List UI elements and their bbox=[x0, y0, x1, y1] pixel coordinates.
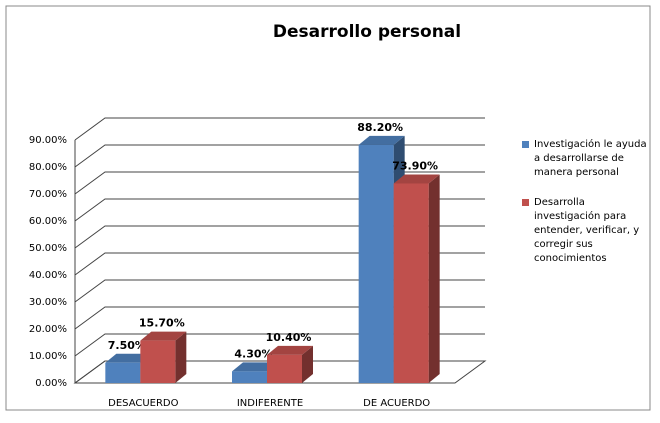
y-tick-label: 0.00% bbox=[35, 378, 67, 389]
bar bbox=[393, 174, 440, 383]
value-label: 10.40% bbox=[266, 331, 312, 344]
chart-title: Desarrollo personal bbox=[273, 22, 461, 42]
value-label: 15.70% bbox=[139, 317, 185, 330]
bar-front bbox=[393, 183, 429, 383]
bar-front bbox=[140, 340, 176, 383]
y-tick-label: 40.00% bbox=[29, 270, 67, 281]
value-label: 4.30% bbox=[234, 347, 272, 360]
legend-label: Investigación le ayuda a desarrollarse d… bbox=[534, 139, 647, 178]
y-tick-label: 30.00% bbox=[29, 297, 67, 308]
y-tick-label: 70.00% bbox=[29, 189, 67, 200]
bar-top bbox=[232, 362, 278, 372]
bar-front bbox=[358, 144, 394, 383]
grid-line bbox=[74, 117, 485, 141]
bar-top bbox=[358, 135, 405, 145]
bar-top bbox=[105, 353, 152, 363]
grid-line bbox=[74, 225, 485, 249]
bar bbox=[140, 331, 187, 383]
grid-line bbox=[74, 252, 485, 276]
bar-side bbox=[175, 331, 187, 383]
y-tick-label: 60.00% bbox=[29, 216, 67, 227]
bar bbox=[267, 345, 313, 383]
bar-front bbox=[267, 354, 302, 383]
bar-front bbox=[232, 371, 267, 383]
bar-side bbox=[428, 174, 440, 383]
bar-top bbox=[140, 331, 187, 341]
y-tick-label: 20.00% bbox=[29, 324, 67, 335]
grid-line bbox=[74, 360, 485, 384]
bar-top bbox=[267, 345, 313, 355]
bar-side bbox=[302, 345, 313, 383]
legend-label: Desarrolla investigación para entender, … bbox=[534, 197, 640, 264]
y-tick-label: 80.00% bbox=[29, 162, 67, 173]
value-label: 73.90% bbox=[392, 159, 438, 172]
bar-front bbox=[105, 362, 141, 383]
legend-swatch bbox=[522, 199, 529, 206]
x-tick-label: DESACUERDO bbox=[108, 398, 178, 409]
legend: Investigación le ayuda a desarrollarse d… bbox=[522, 138, 654, 282]
y-tick-label: 50.00% bbox=[29, 243, 67, 254]
legend-item: Desarrolla investigación para entender, … bbox=[522, 196, 654, 266]
y-tick-label: 10.00% bbox=[29, 351, 67, 362]
grid-line bbox=[74, 279, 485, 303]
grid-line bbox=[74, 306, 485, 330]
value-label: 88.20% bbox=[357, 121, 403, 134]
grid-line bbox=[74, 198, 485, 222]
x-tick-label: DE ACUERDO bbox=[363, 398, 430, 409]
grid-line bbox=[74, 333, 485, 357]
chart-border bbox=[5, 5, 651, 411]
y-tick-label: 90.00% bbox=[29, 135, 67, 146]
grid-line bbox=[74, 144, 485, 168]
grid-line bbox=[74, 171, 485, 195]
legend-swatch bbox=[522, 141, 529, 148]
bar-top bbox=[393, 174, 440, 184]
value-label: 7.50% bbox=[108, 339, 146, 352]
x-tick-label: INDIFERENTE bbox=[237, 398, 303, 409]
legend-item: Investigación le ayuda a desarrollarse d… bbox=[522, 138, 654, 180]
